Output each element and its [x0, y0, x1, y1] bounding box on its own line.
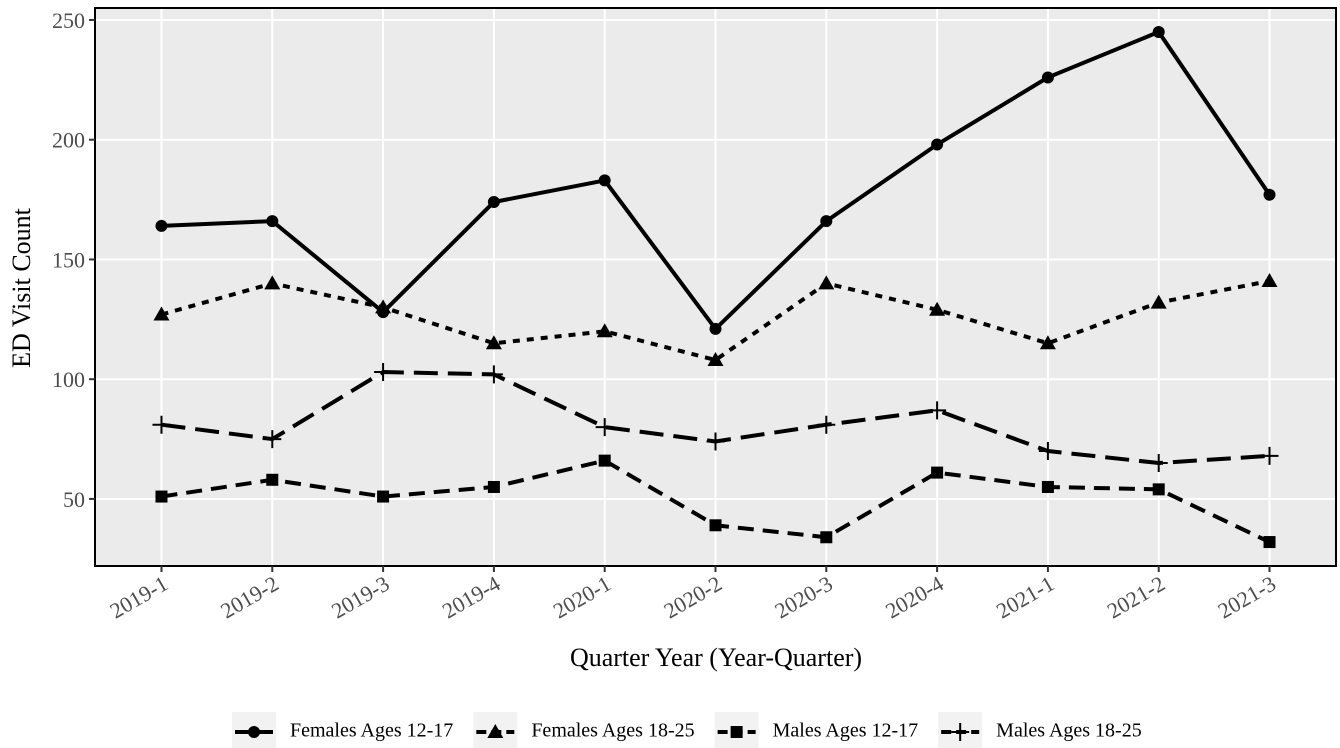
- legend-label: Females Ages 18-25: [531, 720, 694, 742]
- point: [377, 490, 390, 503]
- point: [931, 138, 944, 151]
- point: [1263, 188, 1276, 201]
- y-tick-label: 150: [52, 247, 85, 272]
- point: [485, 335, 502, 350]
- point: [153, 306, 170, 321]
- x-tick-label: 2021-1: [992, 571, 1058, 624]
- point: [595, 418, 614, 437]
- point: [707, 352, 724, 367]
- point: [709, 322, 722, 335]
- point: [1260, 446, 1279, 465]
- point: [1039, 335, 1056, 350]
- point: [820, 215, 833, 228]
- point: [487, 195, 500, 208]
- point: [1041, 71, 1054, 84]
- point: [375, 299, 392, 314]
- point: [1149, 454, 1168, 473]
- point: [1263, 536, 1276, 549]
- point: [266, 473, 279, 486]
- point: [817, 415, 836, 434]
- point: [709, 519, 722, 532]
- y-tick-label: 50: [63, 487, 85, 512]
- point: [931, 466, 944, 479]
- y-axis-title: ED Visit Count: [7, 207, 36, 368]
- legend-label: Males Ages 18-25: [996, 720, 1142, 742]
- point: [928, 401, 947, 420]
- x-tick-label: 2020-1: [549, 571, 615, 624]
- point: [264, 275, 281, 290]
- y-tick-label: 100: [52, 367, 85, 392]
- point: [818, 275, 835, 290]
- point: [374, 363, 393, 382]
- point: [487, 480, 500, 493]
- point: [596, 323, 613, 338]
- point: [820, 531, 833, 544]
- point: [155, 490, 168, 503]
- y-tick-label: 250: [52, 8, 85, 33]
- point: [484, 365, 503, 384]
- point: [1041, 480, 1054, 493]
- x-tick-label: 2021-2: [1103, 571, 1169, 624]
- x-tick-label: 2019-3: [327, 571, 393, 624]
- point: [598, 454, 611, 467]
- point: [1261, 273, 1278, 288]
- point: [248, 726, 260, 738]
- point: [951, 723, 970, 741]
- point: [263, 430, 282, 449]
- point: [730, 726, 743, 738]
- x-axis-title: Quarter Year (Year-Quarter): [570, 643, 862, 672]
- point: [598, 174, 611, 187]
- legend-label: Males Ages 12-17: [773, 720, 919, 742]
- legend-label: Females Ages 12-17: [290, 720, 453, 742]
- x-tick-label: 2019-1: [106, 571, 172, 624]
- point: [1152, 25, 1165, 38]
- point: [266, 215, 279, 228]
- point: [1152, 483, 1165, 496]
- legend: Females Ages 12-17 Females Ages 18-25 Male…: [232, 712, 1142, 748]
- point: [155, 219, 168, 232]
- x-tick-label: 2021-3: [1214, 571, 1280, 624]
- point: [706, 432, 725, 451]
- point: [487, 724, 504, 738]
- x-tick-label: 2020-2: [660, 571, 726, 624]
- x-tick-label: 2020-3: [770, 571, 836, 624]
- point: [152, 415, 171, 434]
- point: [1150, 294, 1167, 309]
- point: [1038, 442, 1057, 461]
- y-tick-label: 200: [52, 128, 85, 153]
- x-tick-label: 2020-4: [881, 571, 947, 624]
- point: [929, 301, 946, 316]
- x-tick-label: 2019-4: [438, 571, 504, 624]
- x-tick-label: 2019-2: [216, 571, 282, 624]
